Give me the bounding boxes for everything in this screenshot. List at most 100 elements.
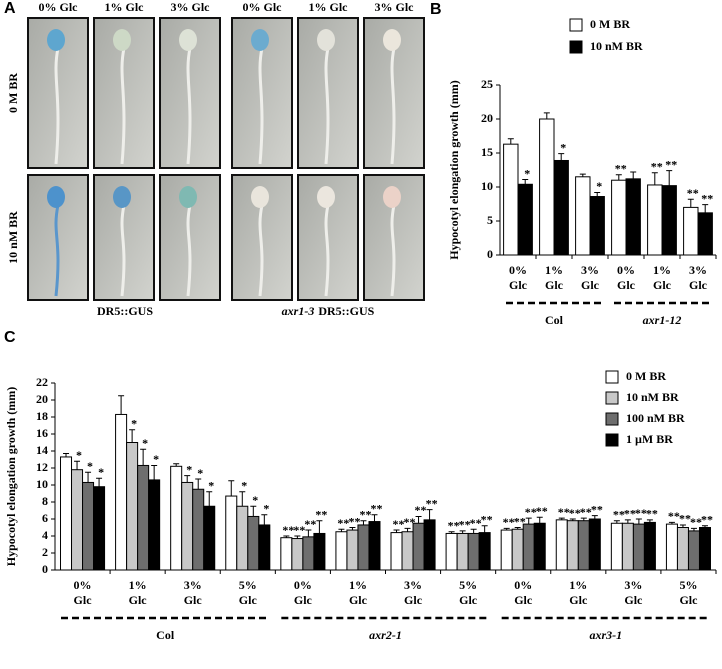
significance: * bbox=[596, 179, 602, 193]
y-axis-label: Hypocotyl elongation growth (mm) bbox=[447, 80, 461, 259]
legend-swatch bbox=[605, 433, 619, 447]
significance: ** bbox=[646, 507, 658, 521]
bar bbox=[511, 528, 524, 571]
cotyledon bbox=[47, 29, 65, 51]
seedling-stem bbox=[324, 47, 330, 165]
bar bbox=[621, 522, 634, 571]
error-bar bbox=[360, 520, 367, 525]
label-line: 5% bbox=[679, 578, 697, 592]
error-bar bbox=[525, 517, 532, 525]
bar bbox=[566, 520, 579, 571]
bar bbox=[368, 521, 381, 571]
bar bbox=[665, 523, 678, 571]
group-label: axr3-1 bbox=[589, 628, 622, 642]
significance: ** bbox=[315, 507, 327, 521]
error-bar bbox=[96, 477, 103, 487]
label-line: Glc bbox=[349, 593, 368, 607]
x-tick-label: 3% Glc bbox=[404, 578, 423, 607]
bar bbox=[611, 179, 627, 256]
significance: ** bbox=[635, 506, 647, 520]
y-tick-label: 16 bbox=[36, 426, 48, 440]
y-tick-label: 4 bbox=[42, 528, 48, 542]
bar bbox=[697, 212, 713, 256]
significance: ** bbox=[624, 507, 636, 521]
significance: ** bbox=[393, 517, 405, 531]
error-bar bbox=[615, 174, 622, 181]
bar bbox=[632, 523, 645, 571]
bar bbox=[661, 185, 677, 256]
error-bar bbox=[294, 535, 301, 539]
x-tick-label: 0% Glc bbox=[509, 263, 528, 292]
label-line: Glc bbox=[74, 593, 93, 607]
significance: * bbox=[263, 502, 269, 516]
bar bbox=[553, 159, 569, 256]
label-line: 0% bbox=[294, 578, 312, 592]
significance: * bbox=[186, 462, 192, 476]
bar bbox=[401, 531, 414, 571]
label-line: Glc bbox=[653, 278, 672, 292]
seedling-stem bbox=[54, 204, 60, 297]
error-bar bbox=[151, 464, 158, 480]
error-bar bbox=[228, 480, 235, 497]
error-bar bbox=[651, 172, 658, 185]
error-bar bbox=[448, 531, 455, 534]
label-line: 0% bbox=[74, 578, 92, 592]
error-bar bbox=[140, 448, 147, 466]
significance: ** bbox=[580, 505, 592, 519]
significance: ** bbox=[591, 502, 603, 516]
significance: * bbox=[560, 140, 566, 154]
y-tick-label: 20 bbox=[481, 111, 493, 125]
bar bbox=[137, 464, 150, 571]
y-tick-label: 8 bbox=[42, 494, 48, 508]
bar bbox=[503, 143, 519, 256]
bar bbox=[589, 196, 605, 256]
label-line: 3% bbox=[404, 578, 422, 592]
bar bbox=[203, 505, 216, 571]
label-line: 3% bbox=[689, 263, 707, 277]
bar bbox=[335, 531, 348, 571]
bar bbox=[192, 488, 205, 571]
y-tick-label: 0 bbox=[487, 247, 493, 261]
y-tick-label: 14 bbox=[36, 443, 48, 457]
error-bar bbox=[701, 525, 708, 528]
bar bbox=[456, 532, 469, 571]
bar bbox=[698, 527, 711, 571]
label-line: Glc bbox=[239, 593, 258, 607]
significance: ** bbox=[426, 496, 438, 510]
significance: ** bbox=[687, 186, 699, 200]
significance: * bbox=[142, 436, 148, 450]
error-bar bbox=[591, 515, 598, 519]
significance: * bbox=[252, 493, 258, 507]
caption-part: axr1-3 bbox=[282, 304, 315, 318]
label-line: 0% bbox=[617, 263, 635, 277]
significance: ** bbox=[293, 523, 305, 537]
cotyledon bbox=[47, 186, 65, 208]
cotyledon bbox=[383, 29, 401, 51]
error-bar bbox=[702, 204, 709, 213]
label-line: Glc bbox=[459, 593, 478, 607]
bar bbox=[517, 183, 533, 256]
y-tick-label: 0 bbox=[42, 562, 48, 576]
significance: ** bbox=[613, 507, 625, 521]
significance: ** bbox=[536, 504, 548, 518]
error-bar bbox=[250, 505, 257, 517]
significance: ** bbox=[651, 159, 663, 173]
error-bar bbox=[558, 153, 565, 161]
error-bar bbox=[470, 528, 477, 534]
bar bbox=[346, 529, 359, 571]
label-line: Glc bbox=[679, 593, 698, 607]
label-line: 0% bbox=[509, 263, 527, 277]
error-bar bbox=[74, 460, 81, 470]
error-bar bbox=[316, 520, 323, 534]
legend-label: 1 µM BR bbox=[626, 432, 673, 446]
y-tick-label: 25 bbox=[481, 77, 493, 91]
significance: ** bbox=[665, 157, 677, 171]
significance: * bbox=[241, 479, 247, 493]
y-tick-label: 10 bbox=[481, 179, 493, 193]
label-line: 1% bbox=[349, 578, 367, 592]
seedling-stem bbox=[120, 47, 126, 165]
label-line: Glc bbox=[545, 278, 564, 292]
label-line: 3% bbox=[581, 263, 599, 277]
error-bar bbox=[481, 525, 488, 533]
seedling-stem bbox=[258, 204, 264, 297]
